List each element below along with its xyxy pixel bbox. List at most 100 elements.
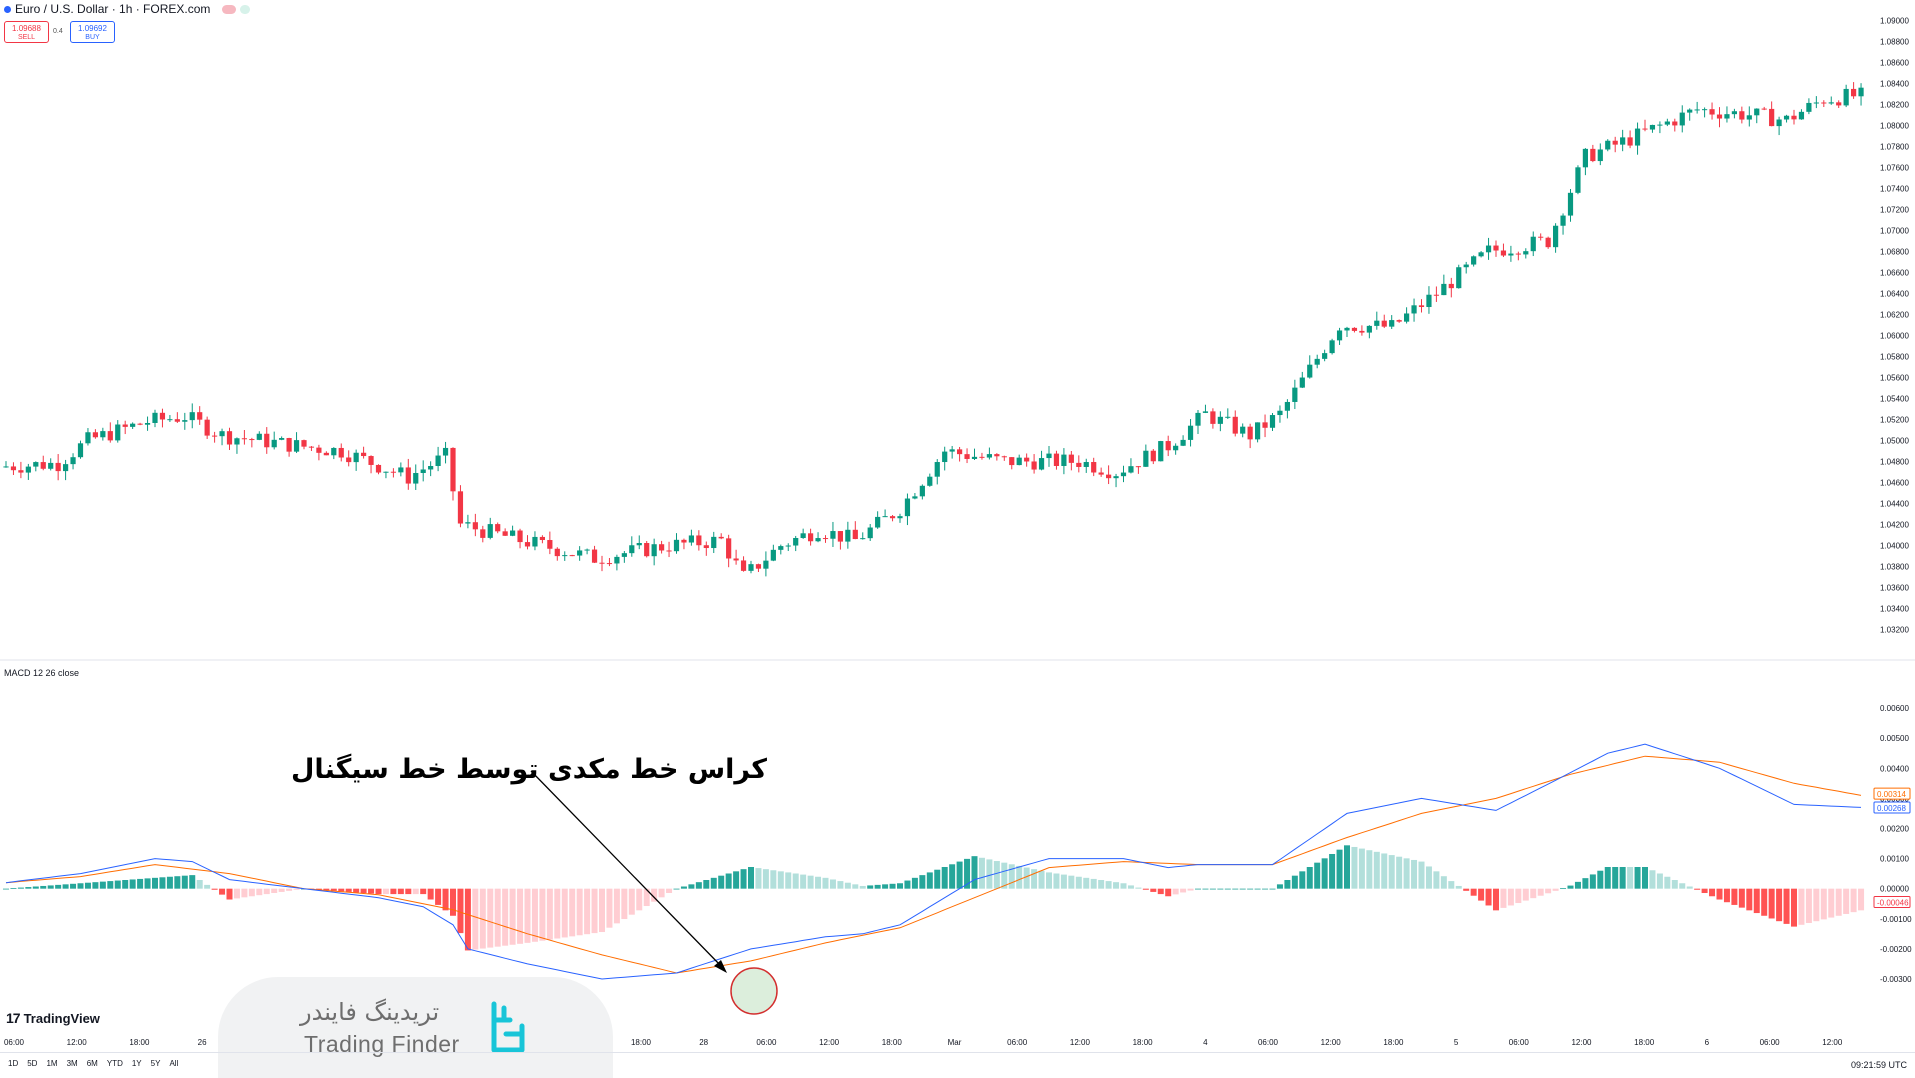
signal-line — [5, 755, 1862, 974]
histogram-bar — [152, 877, 158, 889]
histogram-bar — [1858, 888, 1865, 911]
histogram-bar — [1835, 888, 1842, 916]
histogram-bar — [1612, 867, 1619, 889]
candle-up — [435, 455, 441, 466]
histogram-bar — [964, 858, 971, 889]
candle-up — [1582, 148, 1588, 168]
range-button-ytd[interactable]: YTD — [106, 1059, 123, 1068]
range-button-5y[interactable]: 5Y — [150, 1059, 161, 1068]
candle-up — [189, 412, 195, 421]
candle-up — [1411, 305, 1417, 314]
histogram-bar — [554, 888, 561, 939]
range-button-5d[interactable]: 5D — [27, 1059, 38, 1068]
tradingview-label: TradingView — [23, 1010, 100, 1026]
range-button-1y[interactable]: 1Y — [131, 1059, 142, 1068]
histogram-bar — [1224, 888, 1231, 890]
time-tick-label: 12:00 — [1571, 1038, 1592, 1047]
histogram-bar — [1396, 856, 1403, 889]
candle-up — [1843, 88, 1849, 106]
histogram-bar — [1768, 888, 1775, 919]
histogram-bar — [256, 888, 263, 896]
last-hist-label-box — [1873, 896, 1911, 909]
candle-down — [375, 464, 382, 473]
candle-down — [726, 538, 732, 559]
candle-up — [1143, 450, 1149, 467]
histogram-bar — [956, 861, 963, 889]
macd-tick-label: 0.00100 — [1880, 855, 1909, 864]
histogram-bar — [1843, 888, 1850, 914]
range-button-1m[interactable]: 1M — [46, 1059, 58, 1068]
histogram-bar — [248, 888, 255, 897]
macd-line — [5, 743, 1862, 980]
sell-label: SELL — [17, 34, 36, 41]
range-button-6m[interactable]: 6M — [86, 1059, 98, 1068]
histogram-bar — [1694, 888, 1701, 890]
candle-down — [18, 470, 24, 473]
market-toggle-icon — [240, 4, 251, 14]
histogram-bar — [1440, 876, 1447, 889]
candle-up — [1187, 425, 1194, 440]
price-tick-label: 1.07000 — [1880, 226, 1909, 235]
histogram-bar — [1425, 866, 1432, 889]
histogram-bar — [1306, 867, 1313, 889]
watermark-panel — [218, 977, 613, 1078]
histogram-bar — [524, 888, 531, 943]
histogram-bar — [777, 871, 784, 889]
histogram-bar — [1321, 858, 1328, 889]
candle-down — [1068, 454, 1074, 463]
candle-down — [1642, 128, 1648, 130]
histogram-bar — [1642, 867, 1648, 889]
candle-up — [1046, 453, 1052, 459]
candle-down — [539, 536, 545, 541]
candle-up — [1292, 387, 1298, 402]
candle-up — [1344, 327, 1350, 331]
price-tick-label: 1.03200 — [1880, 625, 1909, 634]
histogram-bar — [1217, 888, 1224, 890]
candle-down — [502, 531, 508, 536]
histogram-bar — [1530, 888, 1537, 899]
macd-tick-label: 0.00600 — [1880, 704, 1909, 713]
utc-clock[interactable]: 09:21:59 UTC — [1850, 1060, 1907, 1070]
tradingview-logo[interactable]: 17 TradingView — [6, 1010, 100, 1026]
candle-up — [830, 531, 836, 539]
price-tick-label: 1.08800 — [1880, 37, 1909, 46]
candle-up — [532, 536, 538, 547]
histogram-bar — [412, 888, 419, 895]
histogram-bar — [1664, 876, 1671, 889]
histogram-bar — [1180, 888, 1187, 893]
candle-up — [167, 419, 173, 421]
candle-up — [1016, 457, 1022, 466]
histogram-bar — [1105, 881, 1112, 889]
candle-down — [1769, 108, 1775, 127]
histogram-bar — [10, 888, 17, 889]
time-tick-label: 18:00 — [1133, 1038, 1154, 1047]
candle-up — [875, 516, 881, 528]
price-tick-label: 1.07600 — [1880, 163, 1909, 172]
histogram-bar — [1098, 880, 1105, 889]
candle-down — [1135, 466, 1141, 468]
time-tick-label: 12:00 — [819, 1038, 840, 1047]
price-tick-label: 1.06800 — [1880, 247, 1909, 256]
histogram-bar — [666, 888, 673, 894]
histogram-bar — [1783, 888, 1790, 924]
candle-down — [659, 544, 665, 551]
candle-up — [428, 465, 434, 470]
histogram-bar — [1537, 888, 1544, 896]
histogram-bar — [1850, 888, 1857, 913]
candle-up — [442, 447, 449, 456]
range-button-3m[interactable]: 3M — [66, 1059, 78, 1068]
range-button-1d[interactable]: 1D — [8, 1059, 19, 1068]
histogram-bar — [1001, 862, 1008, 889]
macd-tick-label: 0.00000 — [1880, 885, 1909, 894]
histogram-bar — [32, 886, 39, 889]
range-button-all[interactable]: All — [169, 1059, 179, 1068]
candle-up — [688, 535, 694, 543]
sell-button[interactable]: 1.09688 SELL — [4, 21, 49, 43]
buy-button[interactable]: 1.09692 BUY — [70, 21, 115, 43]
candle-up — [1217, 416, 1223, 424]
candle-up — [182, 420, 188, 422]
macd-legend[interactable]: MACD 12 26 close — [4, 668, 80, 678]
candle-up — [1180, 439, 1186, 446]
candle-up — [1038, 458, 1045, 470]
